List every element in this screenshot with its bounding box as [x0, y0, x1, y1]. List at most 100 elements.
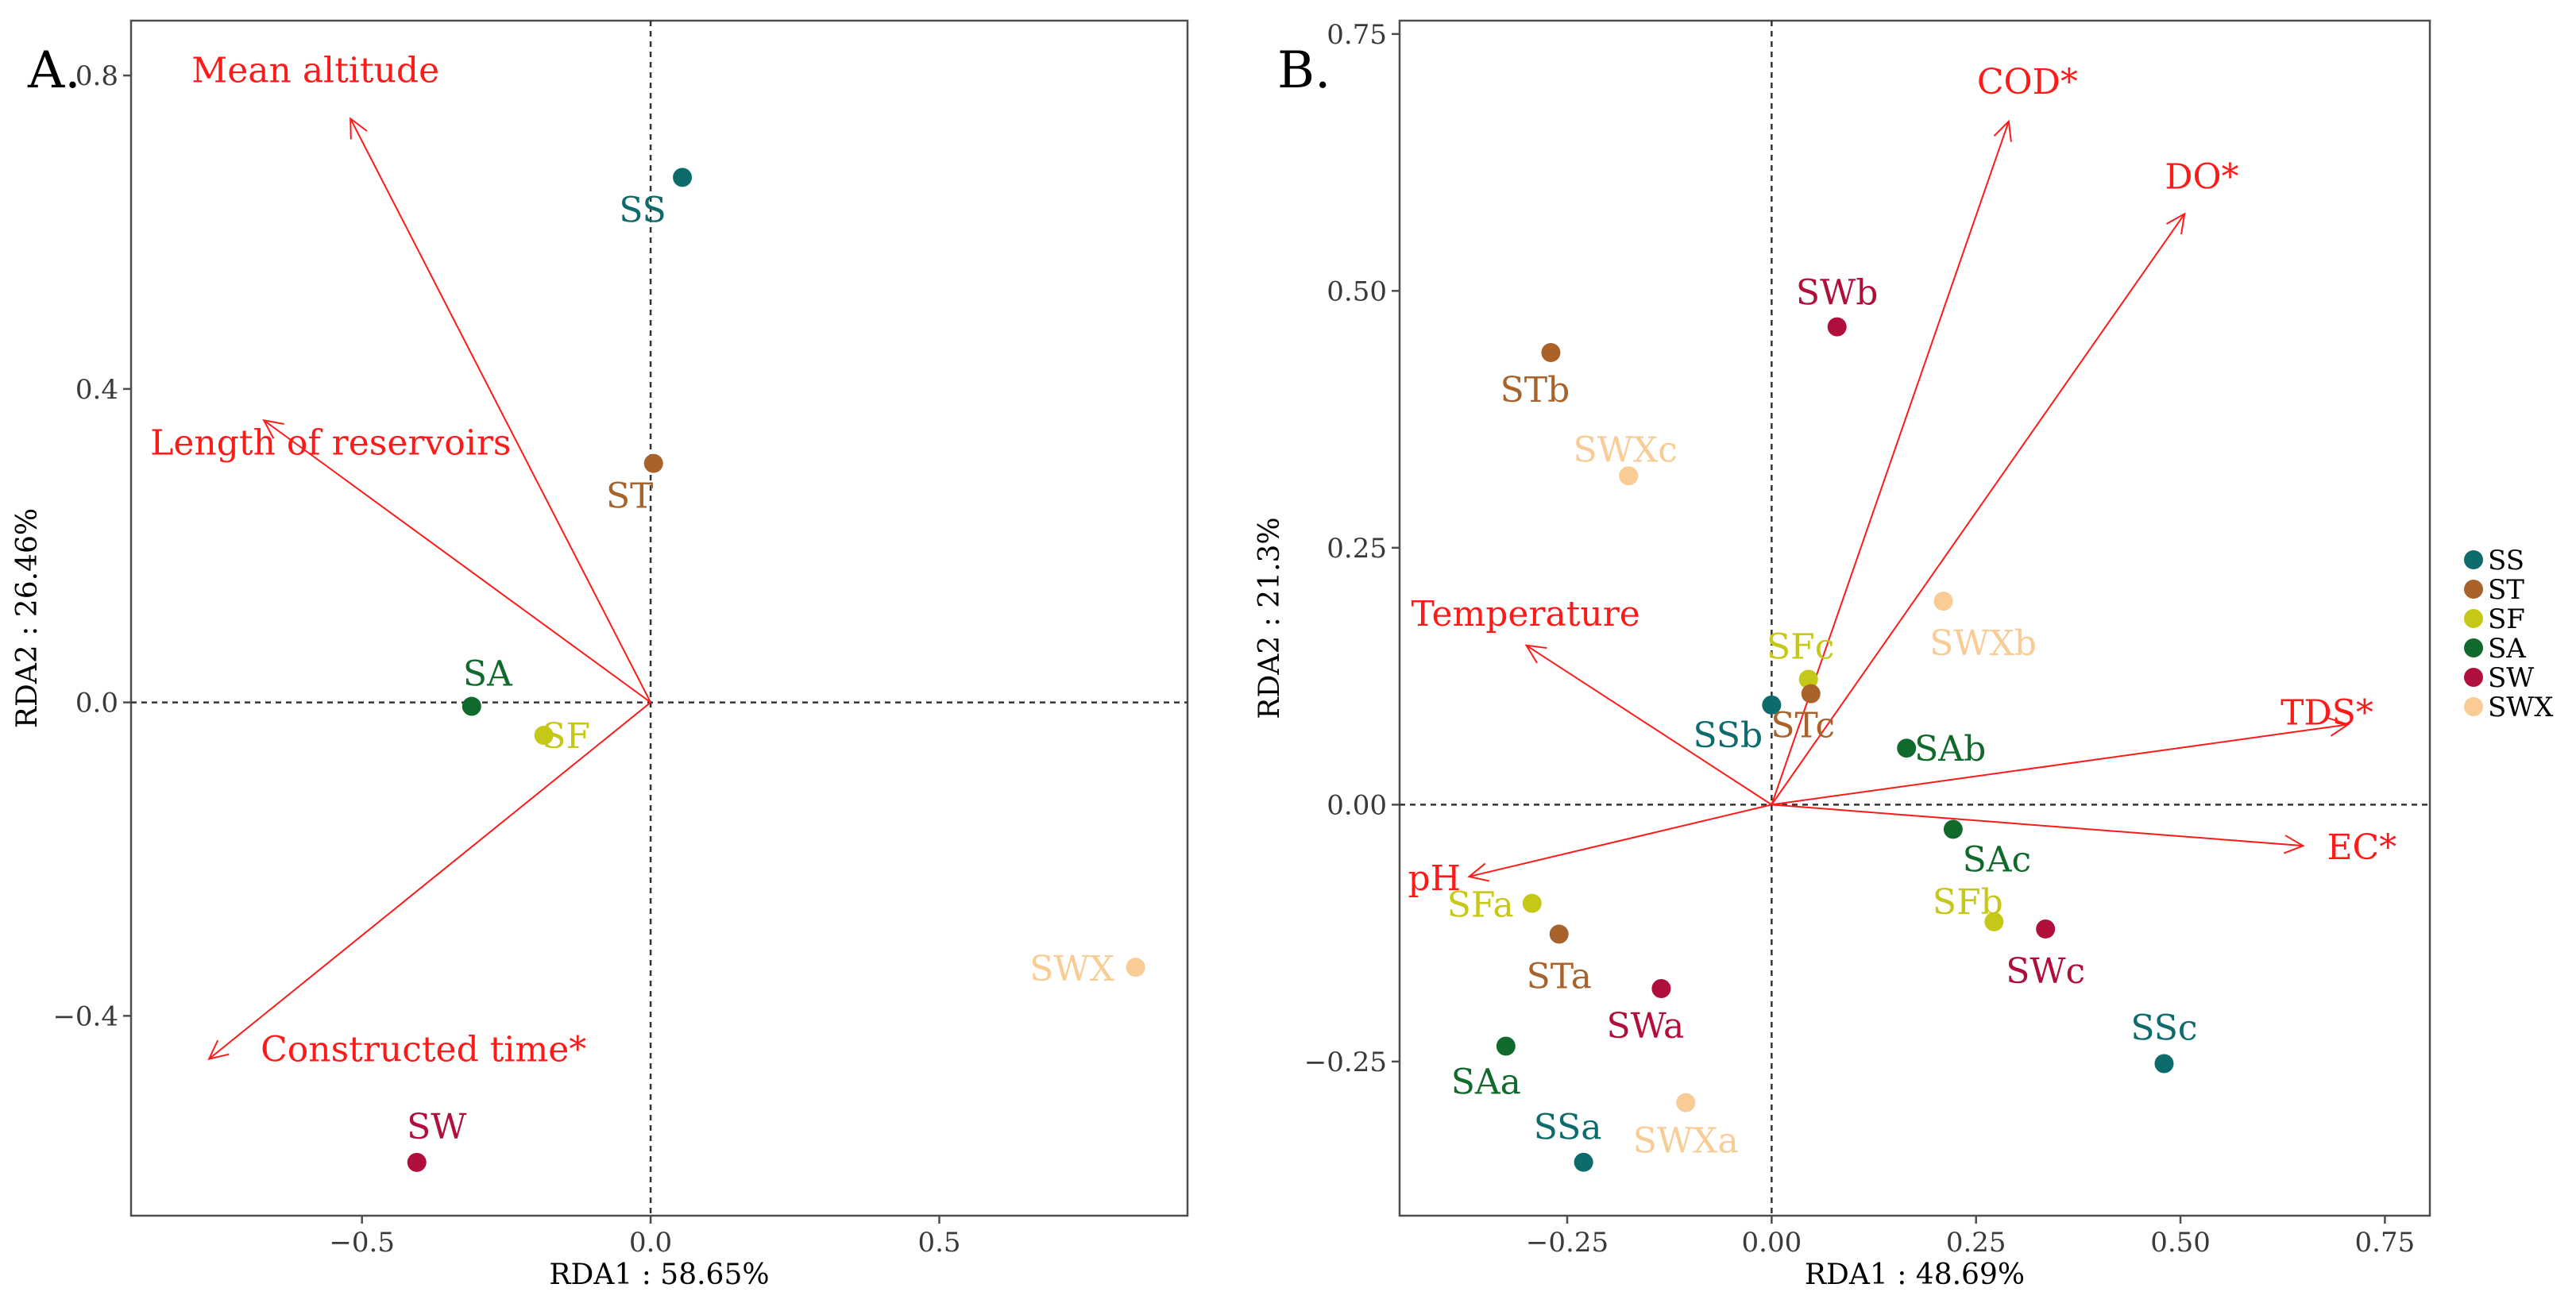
sample-point	[2036, 919, 2056, 939]
sample-point	[1126, 958, 1145, 977]
y-tick-label: 0.75	[1327, 19, 1387, 51]
legend-label: SS	[2488, 545, 2524, 576]
sample-label: SSb	[1694, 715, 1763, 756]
env-arrow-label: EC*	[2327, 827, 2396, 868]
y-tick-label: 0.50	[1327, 276, 1387, 307]
y-tick-label: 0.8	[75, 60, 118, 92]
legend-key	[2464, 609, 2483, 628]
legend-key	[2464, 668, 2483, 687]
env-arrow	[208, 701, 651, 1060]
x-tick-label: −0.5	[329, 1227, 395, 1259]
x-tick-label: 0.50	[2150, 1227, 2211, 1259]
legend-key	[2464, 697, 2483, 716]
plot-frame	[1398, 19, 2431, 1217]
sample-label: SWb	[1796, 273, 1879, 314]
sample-label: SAb	[1914, 729, 1986, 769]
env-arrow-head	[2283, 835, 2305, 854]
sample-point	[1651, 979, 1671, 999]
sample-point	[534, 726, 554, 746]
env-arrow	[263, 419, 651, 704]
env-arrow-head	[2328, 717, 2350, 737]
x-tick-label: 0.5	[917, 1227, 960, 1259]
sample-point	[1496, 1036, 1516, 1056]
legend-label: SWX	[2488, 692, 2554, 723]
env-arrow	[350, 118, 651, 704]
x-axis-title: RDA1 : 58.65%	[549, 1259, 769, 1291]
sample-point	[643, 453, 663, 473]
legend-label: SA	[2488, 633, 2526, 665]
env-arrow-head	[350, 117, 368, 140]
env-arrow	[1771, 804, 2304, 847]
sample-label: SWX	[1029, 949, 1114, 989]
sample-label: STa	[1527, 956, 1592, 997]
env-arrow-label: Temperature	[1412, 594, 1640, 634]
env-arrow-head	[207, 1039, 230, 1061]
x-tick-label: 0.75	[2355, 1227, 2416, 1259]
sample-label: SFa	[1447, 885, 1514, 926]
sample-label: SAa	[1451, 1062, 1521, 1102]
env-arrow	[1526, 644, 1772, 806]
legend-key	[2464, 638, 2483, 657]
sample-point	[1676, 1093, 1696, 1112]
sample-label: SA	[463, 654, 513, 695]
y-axis-title: RDA2 : 21.3%	[1253, 517, 1286, 719]
sample-label: SS	[619, 190, 666, 230]
sample-label: SWa	[1607, 1006, 1685, 1047]
sample-point	[1541, 342, 1561, 362]
x-tick-label: −0.25	[1526, 1227, 1609, 1259]
panel-label: B.	[1277, 41, 1330, 100]
sample-point	[2154, 1054, 2174, 1074]
legend-label: SF	[2488, 603, 2525, 635]
sample-label: STb	[1500, 370, 1570, 411]
sample-label: SSa	[1534, 1108, 1602, 1148]
legend-key	[2464, 580, 2483, 599]
env-arrow-label: TDS*	[2281, 692, 2373, 733]
env-arrow-label: Constructed time*	[261, 1030, 586, 1070]
sample-point	[1943, 819, 1963, 839]
legend-label: SW	[2488, 662, 2534, 694]
sample-point	[1801, 684, 1821, 704]
env-arrow-head	[1467, 862, 1490, 882]
y-tick-label: 0.00	[1327, 789, 1387, 821]
x-tick-label: 0.00	[1742, 1227, 1802, 1259]
y-tick-label: 0.25	[1327, 533, 1387, 565]
env-arrow	[1771, 723, 2349, 806]
sample-label: SWXa	[1633, 1121, 1739, 1162]
panel-label: A.	[27, 41, 81, 100]
panel-a: −0.5 0.0 0.5 −0.4 0.0 0.4 0.8 RDA1 : 58.65% RDA2…	[11, 19, 1189, 1291]
sample-point	[1549, 924, 1569, 944]
sample-label: SF	[542, 716, 590, 757]
sample-point	[1574, 1152, 1593, 1172]
y-tick-label: −0.4	[52, 1000, 118, 1032]
sample-point	[1619, 466, 1639, 486]
panel-b: −0.25 0.00 0.25 0.50 0.75 −0.25 0.00 0.25 0.50 0.…	[1253, 19, 2431, 1291]
sample-point	[1798, 669, 1818, 689]
y-tick-label: −0.25	[1304, 1047, 1387, 1078]
y-tick-label: 0.4	[75, 374, 118, 406]
x-tick-label: 0.25	[1946, 1227, 2006, 1259]
sample-label: SWXb	[1929, 623, 2037, 664]
sample-point	[1984, 912, 2004, 931]
sample-label: SFb	[1933, 882, 2003, 923]
sample-point	[1522, 893, 1542, 913]
sample-label: SAc	[1963, 839, 2032, 880]
sample-point	[1827, 317, 1847, 337]
sample-point	[1897, 738, 1917, 758]
sample-label: STc	[1771, 706, 1835, 746]
sample-point	[407, 1152, 427, 1172]
env-arrow-label: DO*	[2165, 156, 2238, 197]
env-arrow-head	[1524, 644, 1547, 664]
env-arrow-head	[1993, 119, 2012, 142]
sample-point	[462, 696, 481, 716]
y-tick-label: 0.0	[75, 688, 118, 719]
env-arrow-label: pH	[1408, 858, 1461, 899]
sample-point	[1762, 695, 1782, 715]
sample-label: SFc	[1767, 627, 1834, 667]
plot-frame	[129, 19, 1189, 1217]
sample-label: SW	[407, 1107, 467, 1147]
env-arrow	[1469, 804, 1772, 877]
x-tick-label: 0.0	[629, 1227, 672, 1259]
x-axis-title: RDA1 : 48.69%	[1805, 1259, 2025, 1291]
env-arrow-label: COD*	[1977, 62, 2078, 102]
